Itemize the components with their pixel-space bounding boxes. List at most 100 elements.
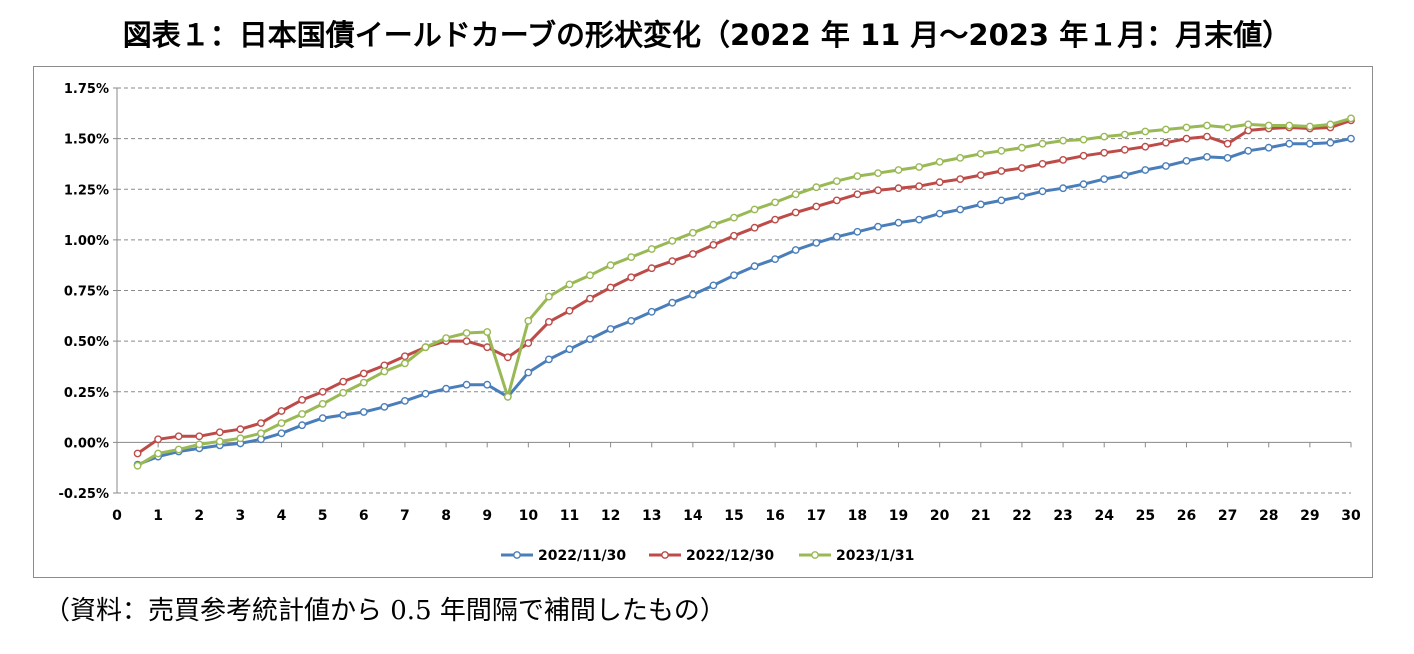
data-point (935, 158, 944, 166)
data-point (174, 445, 183, 454)
data-point (668, 298, 677, 307)
data-point (1079, 180, 1088, 189)
data-point (1162, 162, 1170, 170)
data-point (565, 280, 574, 289)
data-point (545, 292, 553, 301)
data-point (750, 223, 759, 232)
data-point (997, 146, 1006, 155)
data-point (1326, 138, 1335, 147)
data-point (1223, 154, 1232, 162)
data-point (154, 435, 163, 444)
x-tick-label: 0 (112, 508, 122, 524)
data-point (483, 328, 492, 336)
data-point (380, 402, 389, 411)
data-point (1038, 187, 1047, 196)
data-point (1120, 145, 1129, 154)
data-point (689, 228, 697, 237)
data-point (195, 440, 204, 449)
data-point (606, 283, 615, 292)
x-tick-label: 5 (318, 508, 328, 524)
data-point (894, 184, 903, 193)
data-point (1244, 146, 1253, 155)
data-point (1018, 192, 1026, 201)
data-point (277, 429, 286, 438)
x-tick-label: 1 (153, 508, 163, 524)
x-tick-label: 13 (642, 508, 661, 524)
data-point (442, 334, 450, 342)
data-point (1182, 123, 1191, 132)
data-point (236, 434, 245, 443)
data-point (956, 175, 965, 184)
data-point (215, 437, 224, 446)
data-point (853, 172, 862, 181)
data-point (771, 198, 779, 207)
data-point (976, 200, 985, 209)
data-point (915, 215, 923, 224)
data-point (133, 461, 142, 470)
data-point (1120, 130, 1129, 139)
data-point (935, 209, 944, 218)
data-point (257, 429, 265, 438)
y-tick-label: -0.25% (59, 487, 110, 502)
data-point (1038, 160, 1047, 168)
data-point (298, 421, 306, 430)
data-point (1203, 121, 1211, 130)
data-point (874, 222, 882, 231)
data-point (359, 408, 368, 416)
data-point (853, 190, 862, 199)
data-point (1141, 166, 1150, 174)
data-point (750, 205, 759, 214)
data-point (154, 449, 163, 458)
data-point (359, 378, 368, 387)
data-point (1079, 151, 1088, 160)
data-point (400, 359, 409, 368)
data-point (1223, 139, 1232, 148)
data-point (647, 245, 656, 253)
grid-layer (117, 87, 1351, 494)
data-point (1347, 114, 1355, 123)
x-tick-label: 10 (519, 508, 539, 524)
data-point (298, 395, 306, 404)
data-point (832, 177, 841, 186)
data-point (421, 389, 430, 398)
data-point (565, 306, 574, 315)
data-point (1203, 153, 1211, 161)
series-layer (133, 114, 1355, 470)
legend: 2022/11/30 2022/12/30 2023/1/31 (501, 548, 914, 564)
series-line (136, 116, 1352, 467)
x-tick-label: 6 (359, 508, 369, 524)
data-point (524, 316, 533, 325)
data-point (339, 377, 348, 386)
data-point (586, 335, 594, 343)
data-point (689, 250, 697, 258)
data-point (1141, 127, 1150, 136)
data-point (359, 369, 368, 378)
data-point (236, 425, 245, 434)
data-point (1285, 121, 1294, 130)
x-tick-label: 20 (930, 508, 950, 524)
data-point (1182, 134, 1191, 143)
x-tick-label: 12 (601, 508, 620, 524)
data-point (709, 220, 718, 229)
y-tick-label: 1.00% (64, 234, 109, 249)
data-point (730, 231, 738, 240)
data-point (915, 182, 923, 191)
data-point (997, 196, 1006, 205)
data-point (853, 227, 862, 236)
data-point (730, 213, 738, 222)
data-point (565, 345, 574, 354)
data-point (771, 255, 779, 264)
data-point (750, 262, 759, 271)
x-tick-label: 14 (683, 508, 703, 524)
data-point (1100, 132, 1109, 141)
data-point (318, 387, 327, 396)
data-point (545, 317, 553, 326)
legend-swatch-marker (811, 551, 819, 559)
data-point (133, 449, 142, 458)
data-point (586, 271, 594, 280)
x-tick-label: 28 (1259, 508, 1278, 524)
data-point (1244, 120, 1253, 129)
data-point (997, 167, 1006, 175)
data-point (874, 169, 882, 178)
data-point (812, 202, 821, 211)
